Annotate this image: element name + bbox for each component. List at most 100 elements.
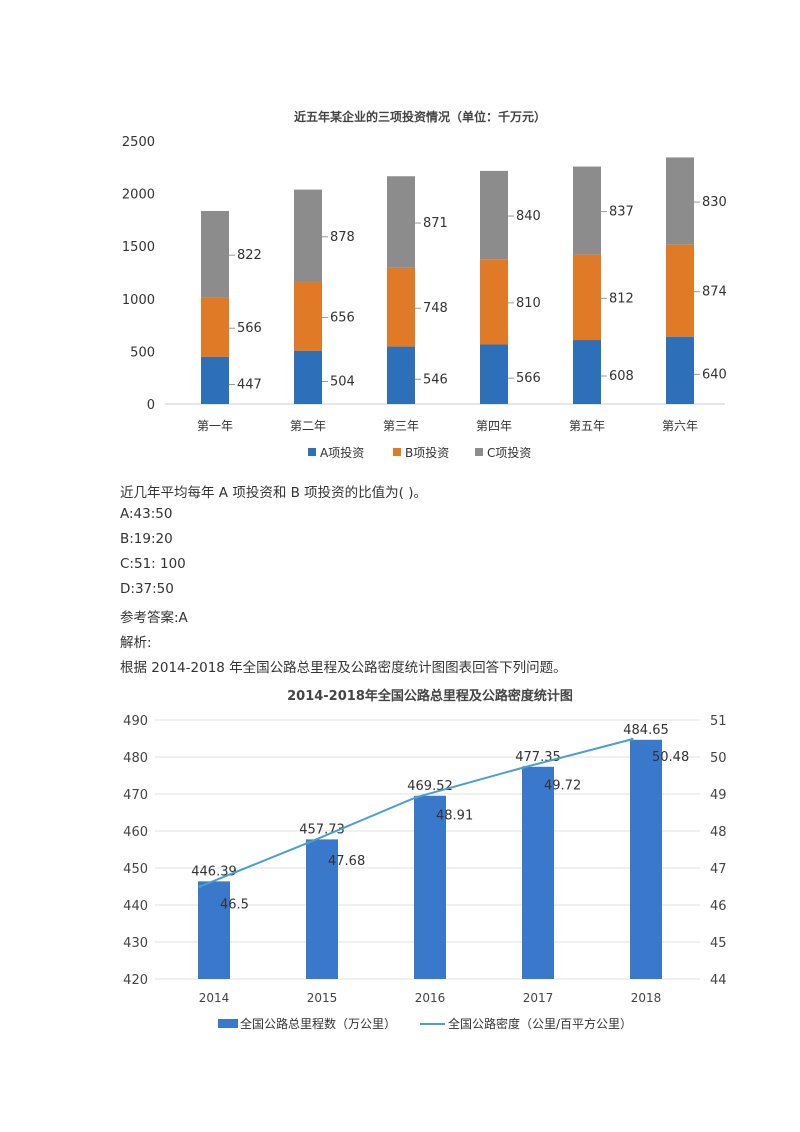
x-tick-label: 2017 — [523, 991, 554, 1005]
bar-b — [201, 297, 229, 357]
bar-a — [201, 356, 229, 404]
data-label: 566 — [237, 321, 262, 336]
line-point — [198, 885, 202, 888]
y-tick-label: 2500 — [122, 135, 155, 150]
x-tick-label: 2014 — [199, 991, 230, 1005]
data-label: 810 — [516, 296, 541, 311]
x-tick-label: 第五年 — [569, 419, 605, 433]
right-y-tick-label: 49 — [710, 788, 727, 803]
bar-b — [294, 281, 322, 351]
bar-highway-mileage — [414, 795, 446, 979]
legend-label: 全国公路密度（公里/百平方公里） — [448, 1016, 632, 1031]
analysis-label: 解析: — [120, 635, 152, 651]
next-question-intro: 根据 2014-2018 年全国公路总里程及公路密度统计图图表回答下列问题。 — [120, 660, 567, 676]
question-text: 近几年平均每年 A 项投资和 B 项投资的比值为( )。 — [120, 485, 427, 501]
left-y-tick-label: 450 — [123, 862, 148, 877]
data-label: 546 — [423, 372, 448, 387]
line-point — [306, 841, 310, 845]
legend-swatch — [475, 448, 483, 456]
x-tick-label: 2015 — [307, 991, 338, 1005]
right-y-tick-label: 48 — [710, 825, 727, 840]
x-tick-label: 第六年 — [662, 419, 698, 433]
chart-title: 2014-2018年全国公路总里程及公路密度统计图 — [287, 688, 573, 704]
line-data-label: 46.5 — [220, 898, 249, 913]
right-y-tick-label: 51 — [710, 714, 727, 729]
bar-highway-mileage — [306, 839, 338, 979]
bar-c — [573, 166, 601, 255]
y-tick-label: 500 — [130, 345, 155, 360]
left-y-tick-label: 420 — [123, 973, 148, 988]
right-y-tick-label: 47 — [710, 862, 727, 877]
legend-swatch — [308, 448, 316, 456]
bar-c — [666, 157, 694, 245]
data-label: 656 — [330, 310, 355, 325]
left-y-tick-label: 470 — [123, 788, 148, 803]
bar-b — [480, 259, 508, 345]
data-label: 878 — [330, 230, 355, 245]
investment-stacked-bar-chart: 近五年某企业的三项投资情况（单位：千万元） 0 500 1000 1500 2000 250… — [122, 109, 727, 460]
data-label: 608 — [609, 369, 634, 384]
y-tick-label: 1000 — [122, 293, 155, 308]
x-tick-label: 第三年 — [383, 419, 419, 433]
left-y-tick-label: 430 — [123, 936, 148, 951]
legend-label: A项投资 — [320, 445, 364, 460]
legend-swatch-bar — [218, 1019, 238, 1028]
data-label: 874 — [702, 285, 727, 300]
line-data-label: 47.68 — [328, 854, 365, 869]
data-label: 830 — [702, 195, 727, 210]
y-tick-label: 1500 — [122, 240, 155, 255]
legend-label: B项投资 — [405, 445, 449, 460]
line-data-label: 48.91 — [436, 808, 473, 823]
bar-c — [480, 170, 508, 260]
data-label: 504 — [330, 374, 355, 389]
option-c: C:51: 100 — [120, 556, 186, 572]
line-data-label: 49.72 — [544, 778, 581, 793]
right-y-tick-label: 46 — [710, 899, 727, 914]
line-point — [522, 765, 526, 769]
left-y-tick-label: 460 — [123, 825, 148, 840]
bar-c — [387, 176, 415, 268]
bar-a — [573, 340, 601, 404]
option-a: A:43:50 — [120, 506, 173, 522]
left-y-tick-label: 440 — [123, 899, 148, 914]
bar-b — [666, 244, 694, 337]
bar-a — [387, 346, 415, 404]
line-data-label: 50.48 — [652, 750, 689, 765]
bar-data-label: 446.39 — [191, 864, 237, 879]
bar-a — [294, 350, 322, 404]
line-point — [414, 795, 418, 799]
x-tick-label: 第四年 — [476, 419, 512, 433]
right-y-tick-label: 50 — [710, 751, 727, 766]
bar-highway-mileage — [630, 739, 662, 979]
legend-label: C项投资 — [487, 445, 531, 460]
option-d: D:37:50 — [120, 581, 174, 597]
right-y-tick-label: 45 — [710, 936, 727, 951]
data-label: 566 — [516, 371, 541, 386]
legend-swatch — [393, 448, 401, 456]
data-label: 812 — [609, 291, 634, 306]
x-tick-label: 第二年 — [290, 419, 326, 433]
line-point — [630, 737, 634, 741]
bar-data-label: 477.35 — [515, 750, 561, 765]
x-tick-label: 第一年 — [197, 419, 233, 433]
x-tick-label: 2018 — [631, 991, 662, 1005]
bar-c — [201, 210, 229, 298]
bar-b — [573, 254, 601, 341]
bar-data-label: 457.73 — [299, 822, 345, 837]
bar-a — [666, 336, 694, 404]
option-b: B:19:20 — [120, 531, 173, 547]
data-label: 837 — [609, 205, 634, 220]
answer-text: 参考答案:A — [120, 610, 188, 626]
data-label: 640 — [702, 367, 727, 382]
right-y-tick-label: 44 — [710, 973, 727, 988]
highway-bar-line-chart: 2014-2018年全国公路总里程及公路密度统计图 420 430 440 450 460… — [123, 688, 727, 1031]
bar-data-label: 469.52 — [407, 779, 453, 794]
x-tick-label: 2016 — [415, 991, 446, 1005]
left-y-tick-label: 490 — [123, 714, 148, 729]
bar-a — [480, 344, 508, 404]
bar-b — [387, 267, 415, 347]
bar-data-label: 484.65 — [623, 723, 669, 738]
bar-highway-mileage — [198, 881, 230, 979]
data-label: 748 — [423, 301, 448, 316]
